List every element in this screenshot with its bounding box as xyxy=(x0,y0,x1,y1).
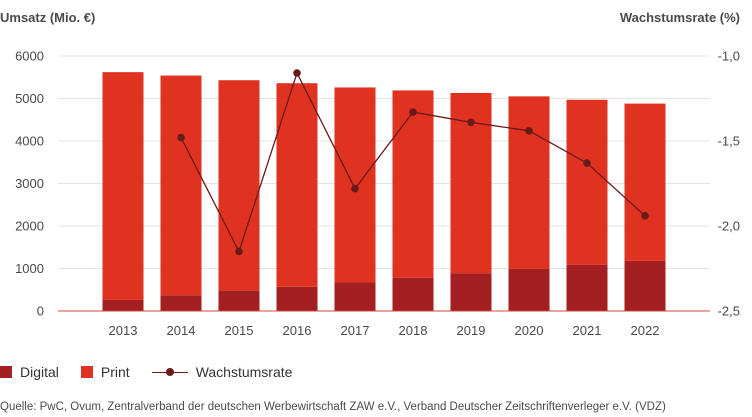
x-axis-ticks: 2013 2014 2015 2016 2017 2018 2019 2020 2021 2022 xyxy=(109,323,660,338)
bar-print xyxy=(276,83,318,287)
left-tick-label: 3000 xyxy=(15,176,44,191)
print-swatch-icon xyxy=(80,366,93,378)
left-tick-label: 4000 xyxy=(15,134,44,149)
bar-print xyxy=(392,90,434,278)
left-tick-label: 2000 xyxy=(15,219,44,234)
gridlines xyxy=(58,55,710,269)
growth-point xyxy=(583,159,591,167)
x-tick-label: 2022 xyxy=(631,323,660,338)
bar-print xyxy=(624,103,666,261)
bar-digital xyxy=(218,290,260,311)
legend-item-digital: Digital xyxy=(0,364,59,380)
bars xyxy=(102,72,666,311)
bar-digital xyxy=(276,286,318,311)
legend-item-rate: Wachstumsrate xyxy=(151,364,293,380)
bar-digital xyxy=(334,282,376,311)
bar-digital xyxy=(102,299,144,311)
growth-point xyxy=(467,118,475,127)
left-axis-title: Umsatz (Mio. €) xyxy=(0,10,95,25)
legend-label-digital: Digital xyxy=(20,364,59,380)
bar-digital xyxy=(450,273,492,311)
bar-digital xyxy=(508,268,550,311)
bar-digital xyxy=(392,277,434,311)
legend-label-rate: Wachstumsrate xyxy=(195,364,293,380)
bar-print xyxy=(508,96,550,269)
x-tick-label: 2020 xyxy=(515,323,544,338)
right-axis-ticks: -2,5 -2,0 -1,5 -1,0 xyxy=(718,49,740,319)
growth-line-series xyxy=(177,69,649,256)
growth-point xyxy=(235,247,243,256)
bar-digital xyxy=(160,295,202,311)
bar-print xyxy=(102,72,144,300)
stacked-bar-line-chart: 0 1000 2000 3000 4000 5000 6000 -2,5 -2,0 -1,5 -1… xyxy=(0,10,740,338)
x-tick-label: 2021 xyxy=(573,323,602,338)
growth-point xyxy=(641,212,649,220)
x-tick-label: 2016 xyxy=(283,323,312,338)
right-tick-label: -1,5 xyxy=(718,134,740,149)
x-tick-label: 2018 xyxy=(399,323,428,338)
digital-swatch-icon xyxy=(0,366,12,378)
left-axis-ticks: 0 1000 2000 3000 4000 5000 6000 xyxy=(15,49,44,319)
growth-point xyxy=(177,133,185,142)
bar-digital xyxy=(566,264,608,311)
bar-print xyxy=(566,99,608,265)
left-tick-label: 6000 xyxy=(15,49,44,64)
x-tick-label: 2014 xyxy=(167,323,196,338)
right-tick-label: -2,5 xyxy=(718,304,740,319)
x-tick-label: 2019 xyxy=(457,323,486,338)
bar-digital xyxy=(624,260,666,311)
left-tick-label: 0 xyxy=(37,304,44,319)
growth-point xyxy=(351,184,359,193)
legend: Digital Print Wachstumsrate xyxy=(0,362,314,382)
left-tick-label: 1000 xyxy=(15,261,44,276)
x-tick-label: 2013 xyxy=(109,323,138,338)
bar-print xyxy=(160,75,202,296)
right-tick-label: -1,0 xyxy=(718,49,740,64)
growth-point xyxy=(293,69,301,77)
right-axis-title: Wachstumsrate (%) xyxy=(620,10,740,25)
x-tick-label: 2015 xyxy=(225,323,254,338)
bar-print xyxy=(218,80,260,291)
growth-point xyxy=(409,108,417,116)
right-tick-label: -2,0 xyxy=(718,219,740,234)
legend-label-print: Print xyxy=(100,364,130,380)
line-marker-icon xyxy=(151,366,188,378)
left-tick-label: 5000 xyxy=(15,91,44,106)
x-tick-label: 2017 xyxy=(341,323,370,338)
growth-point xyxy=(525,127,533,135)
source-note: Quelle: PwC, Ovum, Zentralverband der de… xyxy=(0,401,666,413)
legend-item-print: Print xyxy=(80,364,130,380)
